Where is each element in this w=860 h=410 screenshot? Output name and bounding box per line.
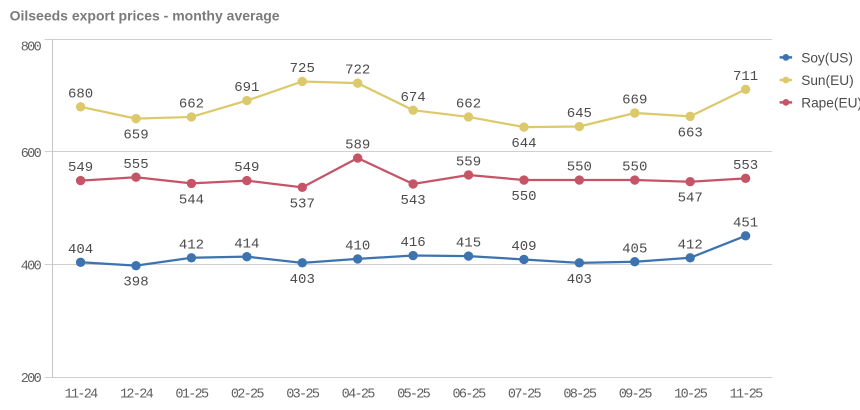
svg-text:589: 589 [345, 138, 370, 154]
svg-text:398: 398 [123, 275, 148, 291]
svg-text:725: 725 [290, 61, 315, 77]
svg-text:400: 400 [21, 260, 42, 275]
svg-text:451: 451 [733, 215, 758, 231]
svg-text:711: 711 [733, 69, 758, 85]
svg-text:544: 544 [179, 192, 204, 208]
svg-text:549: 549 [68, 160, 93, 176]
svg-text:02-25: 02-25 [231, 388, 265, 403]
svg-text:410: 410 [345, 239, 370, 255]
svg-text:543: 543 [400, 193, 425, 209]
svg-text:722: 722 [345, 63, 370, 79]
svg-text:412: 412 [179, 237, 204, 253]
svg-text:409: 409 [511, 239, 536, 255]
svg-text:200: 200 [21, 372, 42, 387]
svg-text:415: 415 [456, 236, 481, 252]
svg-text:416: 416 [400, 235, 425, 251]
svg-text:403: 403 [567, 272, 592, 288]
svg-text:09-25: 09-25 [619, 388, 653, 403]
svg-text:07-25: 07-25 [508, 388, 542, 403]
svg-text:555: 555 [123, 157, 148, 173]
svg-text:04-25: 04-25 [342, 388, 376, 403]
svg-text:11-25: 11-25 [730, 388, 764, 403]
svg-text:414: 414 [234, 236, 259, 252]
svg-text:11-24: 11-24 [65, 388, 99, 403]
svg-text:669: 669 [622, 93, 647, 109]
svg-text:674: 674 [400, 90, 425, 106]
svg-text:06-25: 06-25 [453, 388, 487, 403]
svg-text:537: 537 [290, 196, 315, 212]
svg-text:405: 405 [622, 241, 647, 257]
svg-text:403: 403 [290, 272, 315, 288]
svg-text:559: 559 [456, 155, 481, 171]
svg-text:Rape(EU): Rape(EU) [801, 96, 860, 111]
svg-text:680: 680 [68, 86, 93, 102]
svg-text:550: 550 [622, 160, 647, 176]
svg-text:800: 800 [21, 40, 42, 55]
svg-text:550: 550 [567, 160, 592, 176]
svg-text:08-25: 08-25 [563, 388, 597, 403]
svg-text:10-25: 10-25 [674, 388, 708, 403]
svg-text:644: 644 [511, 136, 536, 152]
svg-text:03-25: 03-25 [286, 388, 320, 403]
svg-text:550: 550 [511, 189, 536, 205]
svg-text:663: 663 [678, 125, 703, 141]
svg-text:659: 659 [123, 128, 148, 144]
svg-text:600: 600 [21, 147, 42, 162]
svg-text:12-24: 12-24 [120, 388, 154, 403]
svg-text:662: 662 [456, 97, 481, 113]
svg-text:Sun(EU): Sun(EU) [801, 73, 853, 88]
svg-text:01-25: 01-25 [175, 388, 209, 403]
svg-text:05-25: 05-25 [397, 388, 431, 403]
svg-text:645: 645 [567, 106, 592, 122]
svg-text:412: 412 [678, 237, 703, 253]
svg-text:547: 547 [678, 191, 703, 207]
svg-text:404: 404 [68, 242, 93, 258]
svg-text:662: 662 [179, 97, 204, 113]
svg-text:691: 691 [234, 80, 259, 96]
svg-text:553: 553 [733, 158, 758, 174]
svg-text:549: 549 [234, 160, 259, 176]
svg-text:Soy(US): Soy(US) [801, 51, 853, 66]
svg-text:Oilseeds export prices - month: Oilseeds export prices - monthy average [10, 8, 280, 24]
